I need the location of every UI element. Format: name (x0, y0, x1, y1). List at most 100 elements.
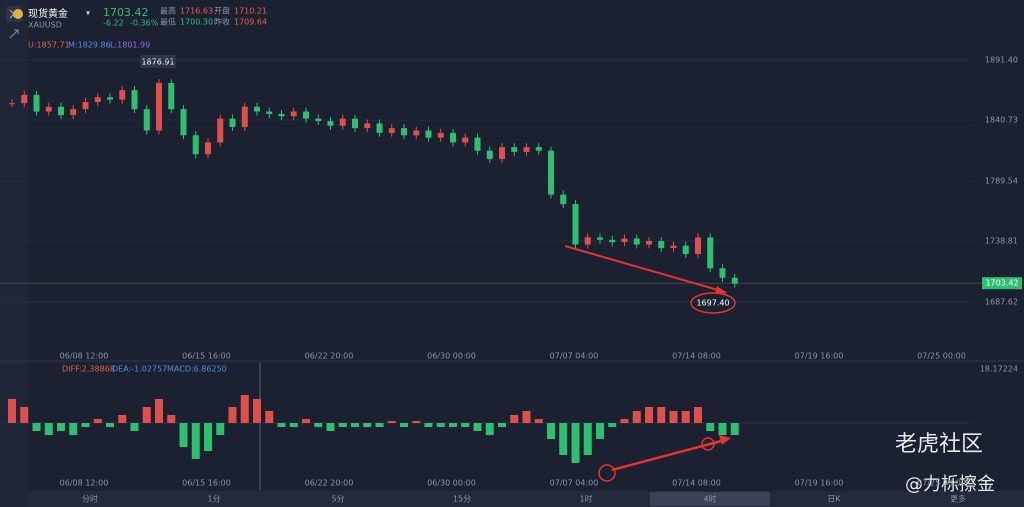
candle (621, 238, 628, 243)
candle (486, 150, 493, 160)
macd-arrow-head (719, 435, 731, 445)
macd-bar (632, 411, 641, 423)
macd-bar (522, 411, 531, 423)
candle (731, 277, 738, 284)
macd-bar (118, 415, 127, 423)
macd-bar (694, 407, 702, 423)
period-tab[interactable]: 更多 (950, 494, 966, 504)
macd-arrow (611, 438, 726, 472)
time-label: 06/08 12:00 (60, 479, 109, 488)
time-label: 07/25 00:00 (917, 352, 966, 361)
boll-lower: L:1801.99 (110, 41, 150, 50)
candle (572, 204, 579, 245)
period-tab[interactable]: 15分 (453, 495, 471, 504)
expand-icon[interactable] (9, 29, 19, 39)
candle (266, 111, 273, 114)
candle (45, 106, 52, 112)
macd-bar (718, 423, 727, 435)
stat-value: 1716.63 (180, 7, 213, 16)
arrow-head (715, 286, 727, 294)
macd-bar (424, 423, 433, 427)
boll-upper: U:1857.71 (28, 41, 70, 50)
candle (339, 118, 346, 126)
macd-bar (559, 423, 568, 455)
macd-bar (473, 423, 482, 431)
period-tab[interactable]: 1分 (207, 495, 220, 504)
candle (119, 90, 126, 100)
time-label: 06/30 00:00 (427, 479, 476, 488)
macd-bar (583, 423, 592, 455)
candle (143, 109, 150, 131)
candle (241, 106, 248, 127)
candle (695, 237, 701, 255)
candle (94, 97, 101, 103)
macd-bar (179, 423, 188, 447)
macd-bar (571, 423, 580, 463)
macd-bar (338, 423, 347, 427)
macd-bar (228, 407, 237, 423)
change-pct: -0.36% (130, 19, 159, 28)
period-tab[interactable]: 1时 (579, 494, 592, 504)
candle (9, 103, 15, 105)
candle (168, 83, 175, 110)
candle (156, 83, 162, 131)
candle (180, 109, 187, 136)
time-label: 07/14 08:00 (672, 479, 721, 488)
price-tick-label: 1738.81 (985, 237, 1018, 246)
price-tick-label: 1840.73 (985, 116, 1018, 125)
candle (597, 237, 603, 240)
macd-bar (730, 423, 739, 435)
candle (535, 147, 542, 151)
stat-value: 1700.30 (180, 18, 213, 27)
time-label: 07/07 04:00 (550, 352, 599, 361)
period-active (650, 492, 770, 506)
period-tab[interactable]: 日K (827, 495, 841, 504)
candle (560, 194, 567, 205)
macd-bar (69, 423, 78, 435)
time-label: 06/22 20:00 (305, 479, 354, 488)
time-label: 06/08 12:00 (60, 352, 109, 361)
macd-bar (669, 411, 678, 423)
candle (401, 128, 407, 136)
candle (315, 118, 322, 122)
candle (278, 113, 285, 117)
macd-bar (142, 407, 151, 423)
macd-bar (314, 423, 323, 427)
macd-bar (20, 407, 29, 423)
time-label: 07/19 16:00 (795, 479, 844, 488)
candle (511, 147, 518, 152)
watermark: 老虎社区 (895, 432, 983, 457)
macd-bar (498, 423, 506, 427)
price-tick-label: 1891.40 (985, 55, 1018, 64)
stat-label: 昨收 (214, 17, 230, 27)
period-tab[interactable]: 5分 (331, 495, 344, 504)
macd-bar (400, 423, 408, 427)
instrument-name[interactable]: 现货黄金 (28, 7, 68, 20)
macd-bar (289, 423, 298, 427)
high-label: 1876.91 (141, 58, 174, 67)
candle (425, 130, 432, 138)
candle (192, 135, 199, 155)
candle (437, 132, 444, 138)
candle (462, 137, 469, 143)
time-label: 06/15 16:00 (182, 352, 231, 361)
macd-bar (302, 419, 310, 423)
period-tab[interactable]: 4时 (703, 494, 716, 504)
dea: DEA:-1.02757 (112, 365, 167, 374)
macd-bar (461, 423, 470, 427)
watermark: @力栎擦金 (905, 474, 995, 495)
macd-bar (93, 419, 102, 423)
macd-bar (645, 407, 653, 423)
time-label: 06/30 00:00 (427, 352, 476, 361)
candle (413, 130, 420, 136)
period-tab[interactable]: 分时 (82, 494, 98, 504)
candle (352, 118, 358, 129)
period-bar (28, 491, 1024, 507)
diff: DIFF:2.38868 (62, 365, 115, 374)
dropdown[interactable]: ▾ (86, 9, 90, 18)
macd-bar (106, 423, 114, 427)
time-label: 06/22 20:00 (305, 352, 354, 361)
